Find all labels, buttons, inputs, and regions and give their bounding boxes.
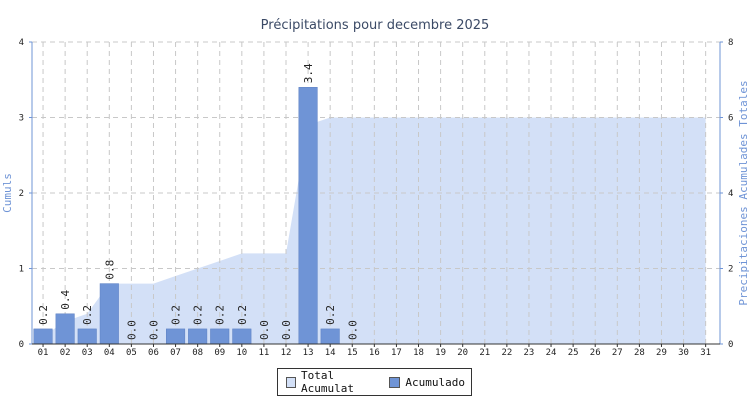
legend-item-bar: Acumulado xyxy=(389,376,465,389)
x-tick-label: 19 xyxy=(435,348,446,358)
bar-value-label: 0.2 xyxy=(170,305,183,325)
y-tick-label-right: 0 xyxy=(728,340,733,350)
bar-value-label: 0.4 xyxy=(59,290,72,310)
x-tick-label: 26 xyxy=(590,348,601,358)
y-axis-left-label: Cumuls xyxy=(1,173,14,213)
y-tick-label-right: 8 xyxy=(728,38,733,48)
x-tick-label: 09 xyxy=(214,348,225,358)
legend-label-bar: Acumulado xyxy=(405,375,465,389)
x-tick-label: 13 xyxy=(303,348,314,358)
bar xyxy=(232,328,252,345)
x-tick-label: 17 xyxy=(391,348,402,358)
x-tick-label: 27 xyxy=(612,348,623,358)
x-tick-label: 03 xyxy=(82,348,93,358)
legend-item-total: Total Acumulat xyxy=(286,369,383,395)
bar-value-label: 0.2 xyxy=(214,305,227,325)
x-tick-label: 16 xyxy=(369,348,380,358)
x-tick-label: 24 xyxy=(546,348,557,358)
x-tick-label: 01 xyxy=(38,348,49,358)
bar-value-label: 3.4 xyxy=(302,63,315,83)
bar-value-label: 0.2 xyxy=(192,305,205,325)
bar xyxy=(210,328,230,345)
y-axis-right-label: Precipitaciones Acumulades Totales xyxy=(737,80,750,305)
legend-label-total: Total Acumulat xyxy=(301,369,354,395)
x-tick-label: 30 xyxy=(678,348,689,358)
bar xyxy=(188,328,208,345)
x-tick-label: 14 xyxy=(325,348,336,358)
x-tick-label: 15 xyxy=(347,348,358,358)
x-tick-label: 11 xyxy=(258,348,269,358)
x-tick-label: 08 xyxy=(192,348,203,358)
x-tick-label: 29 xyxy=(656,348,667,358)
bar-value-label: 0.0 xyxy=(346,320,359,340)
bar xyxy=(77,328,97,345)
bar-value-label: 0.8 xyxy=(103,260,116,280)
bar xyxy=(99,283,119,345)
y-tick-label-left: 2 xyxy=(19,189,24,199)
x-tick-label: 31 xyxy=(700,348,711,358)
x-tick-label: 06 xyxy=(148,348,159,358)
cumulative-area xyxy=(43,117,706,344)
x-tick-label: 12 xyxy=(281,348,292,358)
bar xyxy=(320,328,340,345)
x-tick-label: 10 xyxy=(236,348,247,358)
bar-value-label: 0.2 xyxy=(324,305,337,325)
bar-value-label: 0.0 xyxy=(280,320,293,340)
bar xyxy=(298,87,318,345)
bar xyxy=(33,328,53,345)
chart-title: Précipitations pour decembre 2025 xyxy=(261,18,490,33)
chart-legend: Total Acumulat Acumulado xyxy=(277,368,472,396)
bar xyxy=(166,328,186,345)
bar-value-label: 0.0 xyxy=(125,320,138,340)
y-tick-label-left: 4 xyxy=(19,38,24,48)
y-tick-label-right: 6 xyxy=(728,114,733,124)
bar-value-label: 0.2 xyxy=(81,305,94,325)
legend-swatch-total xyxy=(286,376,296,388)
bar-value-label: 0.0 xyxy=(258,320,271,340)
y-tick-label-left: 1 xyxy=(19,265,24,275)
bar-value-label: 0.2 xyxy=(236,305,249,325)
x-tick-label: 22 xyxy=(501,348,512,358)
x-tick-label: 23 xyxy=(524,348,535,358)
y-tick-label-left: 3 xyxy=(19,114,24,124)
x-tick-label: 18 xyxy=(413,348,424,358)
y-tick-label-right: 4 xyxy=(728,189,733,199)
bar-value-label: 0.0 xyxy=(147,320,160,340)
x-tick-label: 21 xyxy=(479,348,490,358)
x-tick-label: 20 xyxy=(457,348,468,358)
x-tick-label: 05 xyxy=(126,348,137,358)
x-tick-label: 04 xyxy=(104,348,115,358)
x-tick-label: 25 xyxy=(568,348,579,358)
legend-swatch-bar xyxy=(389,376,401,388)
bar-value-label: 0.2 xyxy=(37,305,50,325)
x-tick-label: 07 xyxy=(170,348,181,358)
bar xyxy=(55,313,75,345)
y-tick-label-right: 2 xyxy=(728,265,733,275)
x-tick-label: 02 xyxy=(60,348,71,358)
y-tick-label-left: 0 xyxy=(19,340,24,350)
x-tick-label: 28 xyxy=(634,348,645,358)
